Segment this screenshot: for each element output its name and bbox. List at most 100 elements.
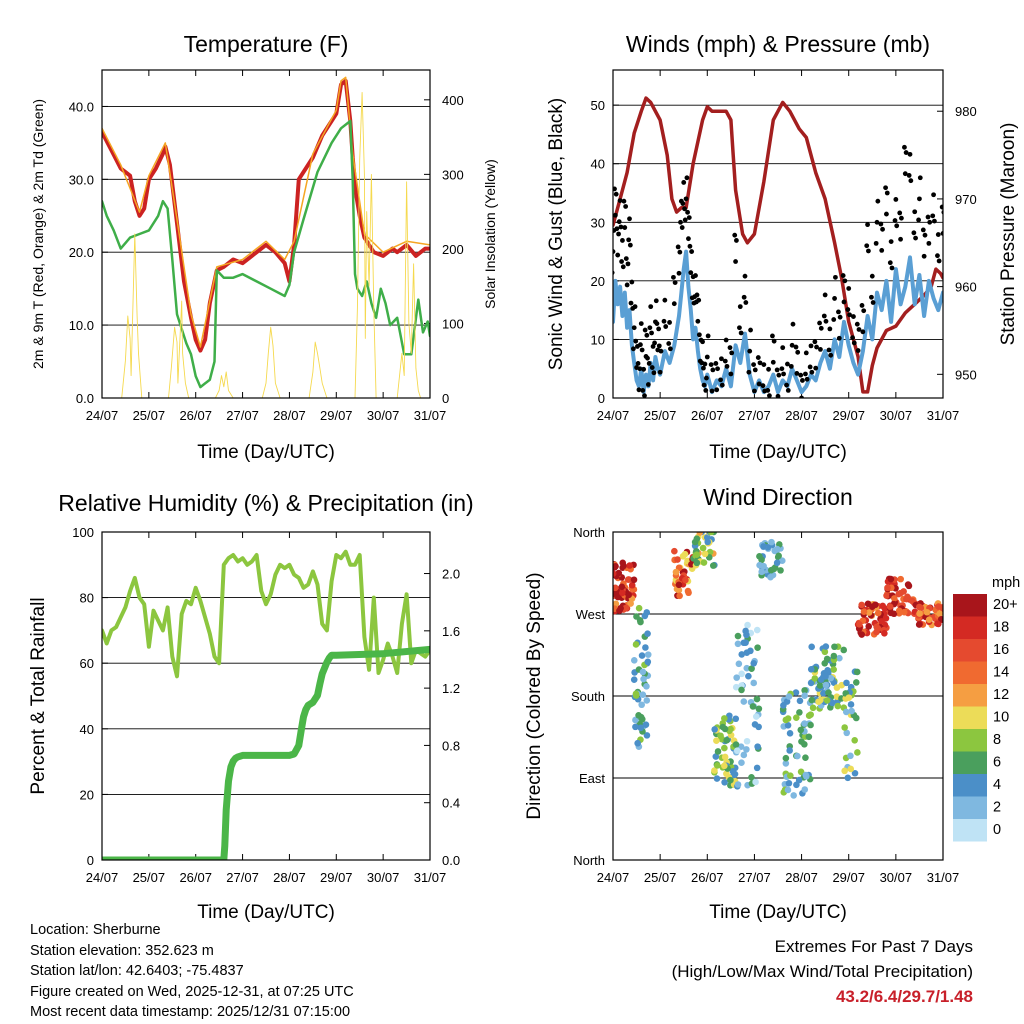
gust-point <box>620 238 625 243</box>
humidity-precip-panel: Relative Humidity (%) & Precipitation (i… <box>28 490 474 923</box>
gust-point <box>658 348 664 354</box>
speed-colorbar: mph 20+ 18 16 14 12 10 8 6 4 2 0 <box>953 575 1020 842</box>
direction-point <box>748 773 755 781</box>
gust-point <box>785 387 791 393</box>
x-tick-label: 27/07 <box>738 408 771 423</box>
direction-point <box>853 668 861 676</box>
direction-point <box>878 618 885 625</box>
direction-point <box>782 760 790 767</box>
direction-point <box>852 679 860 686</box>
direction-point <box>840 646 848 654</box>
gust-point <box>671 301 677 307</box>
direction-point <box>752 713 760 720</box>
gust-point <box>638 321 644 327</box>
x-tick-label: 25/07 <box>644 408 677 423</box>
gust-point <box>770 333 775 339</box>
gust-point <box>648 304 654 310</box>
direction-point <box>691 538 699 546</box>
gust-point <box>916 217 921 223</box>
gust-point <box>761 362 767 368</box>
direction-point <box>807 679 815 687</box>
colorbar-label: 0 <box>993 822 1001 838</box>
direction-point <box>891 595 898 602</box>
y-axis-label: Direction (Colored By Speed) <box>524 572 545 819</box>
direction-point <box>748 665 755 672</box>
direction-point <box>865 623 873 630</box>
gust-point <box>789 342 795 348</box>
y-tick-label: 0 <box>87 853 94 868</box>
x-tick-label: 29/07 <box>320 408 353 423</box>
colorbar-label: 14 <box>993 665 1009 681</box>
gust-point <box>833 274 838 280</box>
gust-point <box>911 230 917 236</box>
y2-tick-label: 970 <box>955 192 977 207</box>
direction-point <box>803 773 810 780</box>
direction-point <box>727 776 734 784</box>
direction-point <box>854 749 861 756</box>
y2-tick-label: 2.0 <box>442 567 460 582</box>
direction-point <box>713 775 721 782</box>
colorbar-label: 4 <box>993 777 1001 793</box>
gust-point <box>677 249 683 255</box>
winds-pressure-panel: Winds (mph) & Pressure (mb) 0 10 20 30 40 50 95… <box>546 31 1019 463</box>
figure-created: Figure created on Wed, 2025-12-31, at 07… <box>30 983 354 1000</box>
direction-point <box>632 692 640 699</box>
direction-point <box>796 709 803 716</box>
x-tick-label: 30/07 <box>880 870 913 885</box>
gust-point <box>823 318 829 324</box>
gust-point <box>728 371 734 377</box>
gust-point <box>642 327 648 333</box>
series-9m-t <box>102 76 430 348</box>
direction-point <box>753 764 761 772</box>
direction-point <box>714 748 722 755</box>
direction-point <box>822 681 830 689</box>
direction-point <box>858 631 866 638</box>
direction-point <box>732 683 740 691</box>
series-2m-t <box>102 78 430 353</box>
gust-point <box>864 243 870 249</box>
gust-point <box>887 260 893 266</box>
direction-point <box>767 566 775 574</box>
y-tick-label: 30 <box>591 215 605 230</box>
extremes-box: Extremes For Past 7 Days (High/Low/Max W… <box>672 934 973 1009</box>
y-axis-label: Percent & Total Rainfall <box>28 597 49 794</box>
direction-point <box>619 589 626 597</box>
gust-point <box>927 219 933 225</box>
direction-point <box>887 575 895 583</box>
direction-point <box>671 547 678 555</box>
gust-point <box>837 314 843 320</box>
direction-point <box>798 738 805 745</box>
direction-point <box>630 676 638 683</box>
gust-point <box>793 344 799 350</box>
direction-point <box>782 716 790 724</box>
direction-point <box>750 679 758 687</box>
direction-point <box>644 630 651 637</box>
gust-point <box>652 340 657 346</box>
direction-point <box>711 726 718 733</box>
direction-point <box>721 753 729 761</box>
direction-point <box>792 689 800 696</box>
direction-point <box>733 674 740 681</box>
gust-point <box>936 258 942 264</box>
direction-point <box>900 608 908 616</box>
x-tick-label: 28/07 <box>785 870 818 885</box>
gust-point <box>747 348 753 354</box>
gust-point <box>851 340 857 346</box>
direction-point <box>719 723 727 731</box>
direction-point <box>782 754 790 762</box>
gust-point <box>709 388 715 394</box>
y-tick-label: 40 <box>80 722 94 737</box>
gust-point <box>713 361 719 366</box>
colorbar-swatch <box>953 594 987 617</box>
gust-point <box>752 388 757 394</box>
gust-point <box>884 211 889 217</box>
gust-point <box>775 393 781 398</box>
x-tick-label: 31/07 <box>927 870 960 885</box>
gust-point <box>627 216 632 222</box>
gust-point <box>701 365 706 371</box>
gust-point <box>695 318 701 324</box>
direction-point <box>820 690 827 697</box>
gust-point <box>645 382 651 387</box>
direction-point <box>643 683 650 690</box>
